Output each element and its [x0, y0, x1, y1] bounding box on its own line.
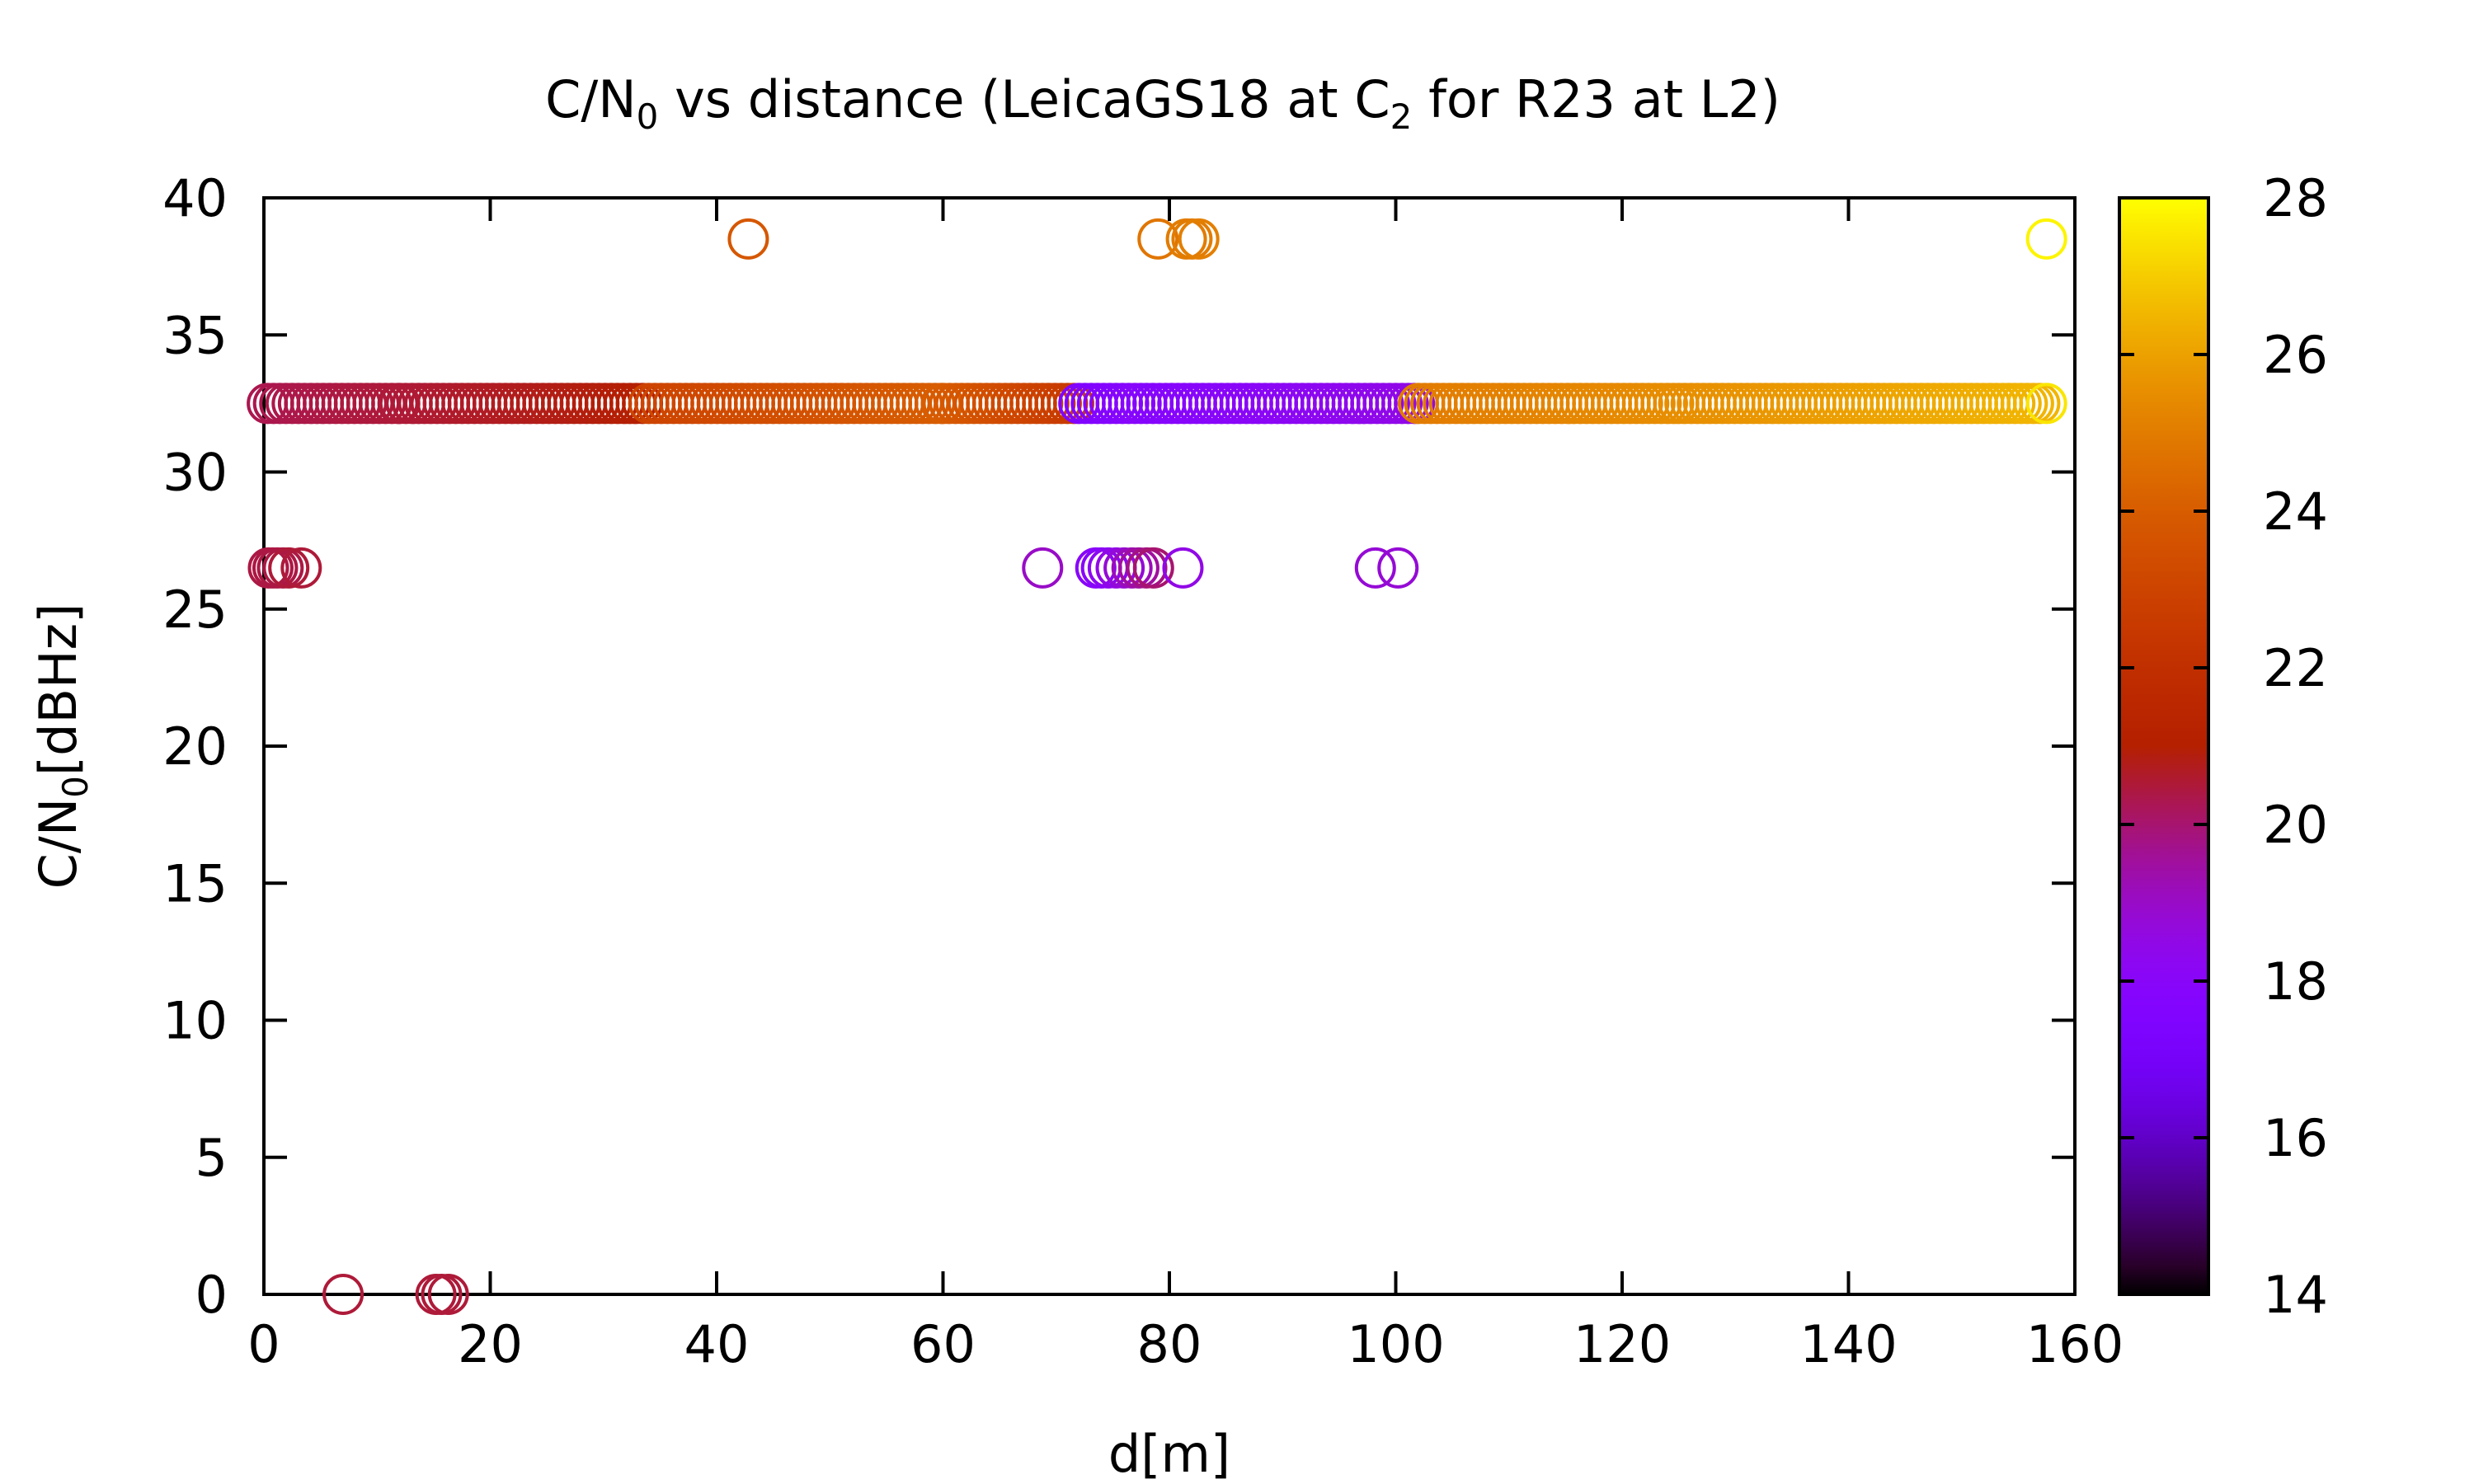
x-tick-label: 140 — [1799, 1314, 1897, 1374]
colorbar-tick-label: 14 — [2263, 1265, 2328, 1325]
y-axis-label-sub: 0 — [55, 776, 96, 798]
x-axis: 0 20 40 60 80 100 120 140 160 — [247, 198, 2124, 1374]
colorbar-ticks: 14 16 18 20 22 24 26 28 — [2119, 168, 2328, 1325]
colorbar-tick-label: 28 — [2263, 168, 2328, 228]
data-point — [1354, 547, 1396, 589]
data-point — [268, 547, 310, 589]
data-point — [727, 218, 769, 260]
colorbar-frame — [2118, 196, 2210, 1296]
y-axis-label: C/N0[dBHz] — [28, 603, 96, 890]
colorbar-tick-label: 24 — [2263, 481, 2328, 542]
y-axis: 0 5 10 15 20 25 30 35 40 — [162, 168, 2075, 1325]
x-tick-label: 0 — [247, 1314, 280, 1374]
chart-title-middle: vs distance (LeicaGS18 at C — [658, 69, 1390, 129]
data-point — [1137, 218, 1179, 260]
data-point — [1377, 547, 1419, 589]
y-tick-label: 0 — [195, 1265, 228, 1325]
colorbar-tick-label: 20 — [2263, 795, 2328, 855]
chart-title: C/N0 vs distance (LeicaGS18 at C2 for R2… — [545, 69, 1780, 137]
data-point — [427, 1274, 469, 1315]
data-point — [1178, 218, 1220, 260]
y-tick-label: 10 — [162, 991, 228, 1051]
data-point — [280, 547, 322, 589]
data-point — [2025, 383, 2067, 425]
y-tick-label: 5 — [195, 1128, 228, 1188]
x-tick-label: 100 — [1347, 1314, 1444, 1374]
data-point — [1132, 547, 1174, 589]
x-tick-label: 20 — [458, 1314, 523, 1374]
x-tick-label: 120 — [1573, 1314, 1671, 1374]
y-tick-label: 35 — [162, 305, 228, 365]
x-axis-label: d[m] — [1108, 1424, 1230, 1484]
data-point — [1162, 547, 1204, 589]
chart-title-sub2: 2 — [1390, 96, 1413, 137]
colorbar-tick-label: 22 — [2263, 638, 2328, 698]
y-tick-label: 15 — [162, 853, 228, 913]
y-tick-label: 40 — [162, 168, 228, 228]
colorbar-tick-label: 16 — [2263, 1108, 2328, 1168]
x-tick-label: 40 — [684, 1314, 750, 1374]
y-tick-label: 20 — [162, 716, 228, 777]
data-point — [1022, 547, 1064, 589]
plot-frame — [262, 196, 2077, 1296]
y-axis-label-suffix: [dBHz] — [28, 603, 88, 776]
chart-title-prefix: C/N — [545, 69, 637, 129]
data-point — [322, 1274, 365, 1315]
y-axis-label-prefix: C/N — [28, 798, 88, 890]
data-point — [2025, 218, 2067, 260]
x-tick-label: 60 — [910, 1314, 976, 1374]
y-tick-label: 25 — [162, 580, 228, 640]
y-tick-label: 30 — [162, 443, 228, 503]
colorbar — [2119, 198, 2208, 1294]
colorbar-tick-label: 26 — [2263, 325, 2328, 385]
chart-title-sub1: 0 — [637, 96, 659, 137]
colorbar-tick-label: 18 — [2263, 951, 2328, 1012]
chart-title-suffix: for R23 at L2) — [1412, 69, 1780, 129]
x-tick-label: 80 — [1137, 1314, 1202, 1374]
x-tick-label: 160 — [2026, 1314, 2124, 1374]
data-points — [247, 218, 2067, 1315]
